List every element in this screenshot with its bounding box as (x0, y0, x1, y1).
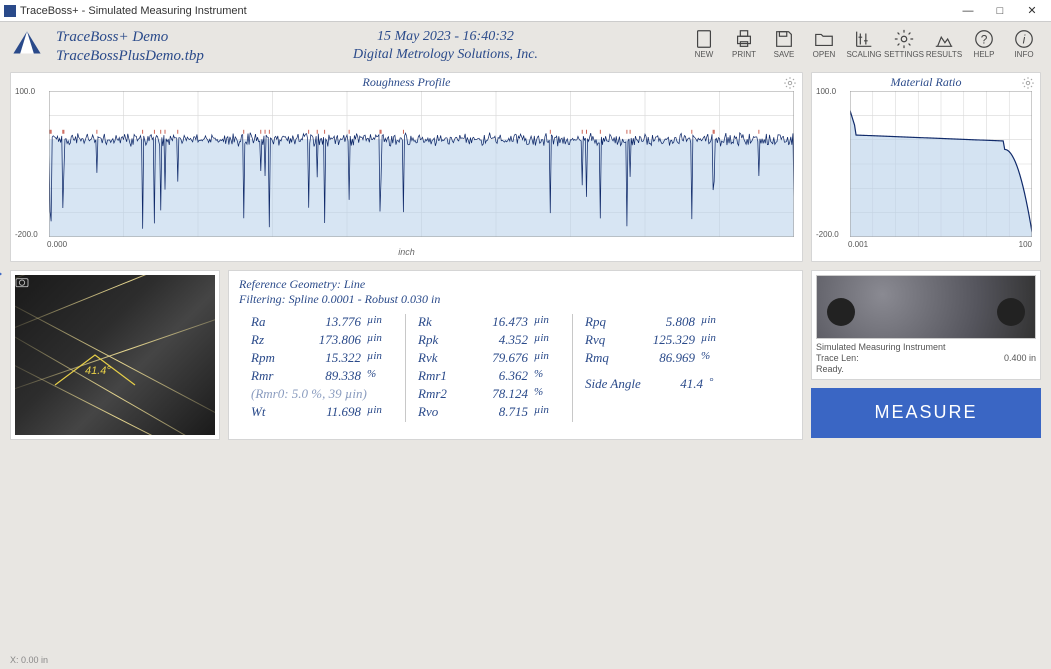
profile-chart-area[interactable] (49, 91, 794, 237)
camera-icon[interactable] (13, 273, 31, 291)
ratio-chart-area[interactable] (850, 91, 1032, 237)
settings-button[interactable]: SETTINGS (887, 28, 921, 59)
results-label: RESULTS (926, 50, 962, 59)
logo-icon (10, 28, 44, 62)
profile-xmin: 0.000 (47, 240, 67, 249)
settings-label: SETTINGS (884, 50, 924, 59)
results-column: Ra13.776µin Rz173.806µin Rpm15.322µin Rmr89… (239, 314, 406, 422)
result-row: Rmr89.338% (251, 368, 393, 384)
new-button[interactable]: NEW (687, 28, 721, 59)
info-button[interactable]: i INFO (1007, 28, 1041, 59)
filtering: Filtering: Spline 0.0001 - Robust 0.030 … (239, 292, 792, 308)
result-row: Ra13.776µin (251, 314, 393, 330)
result-row: Rpq5.808µin (585, 314, 735, 330)
open-label: OPEN (813, 50, 836, 59)
angle-overlay: 41.4° (85, 365, 111, 377)
print-button[interactable]: PRINT (727, 28, 761, 59)
save-button[interactable]: SAVE (767, 28, 801, 59)
profile-ymin: -200.0 (15, 230, 38, 239)
instrument-panel: Simulated Measuring Instrument Trace Len… (811, 270, 1041, 380)
profile-xaxis-label: inch (398, 247, 415, 257)
profile-ymax: 100.0 (15, 87, 35, 96)
project-name: TraceBoss+ Demo (56, 28, 204, 47)
result-row: Rpk4.352µin (418, 332, 560, 348)
camera-panel: 41.4° (10, 270, 220, 440)
new-label: NEW (695, 50, 714, 59)
center-info: 15 May 2023 - 16:40:32 Digital Metrology… (216, 28, 675, 64)
material-ratio-panel: Material Ratio 100.0 -200.0 0.001 100 (811, 72, 1041, 262)
trace-len-value: 0.400 in (1004, 353, 1036, 364)
open-button[interactable]: OPEN (807, 28, 841, 59)
instrument-title: Simulated Measuring Instrument (816, 342, 1036, 353)
project-info: TraceBoss+ Demo TraceBossPlusDemo.tbp (56, 28, 204, 66)
result-row: Rmr278.124% (418, 386, 560, 402)
result-row: Rk16.473µin (418, 314, 560, 330)
ratio-xmax: 100 (1019, 240, 1032, 249)
app-icon (4, 5, 16, 17)
result-row: Rmq86.969% (585, 350, 735, 366)
help-button[interactable]: ? HELP (967, 28, 1001, 59)
instrument-status: Ready. (816, 364, 1036, 375)
file-name: TraceBossPlusDemo.tbp (56, 47, 204, 66)
svg-text:i: i (1023, 33, 1026, 47)
result-row: Side Angle41.4° (585, 376, 735, 392)
result-row: Rz173.806µin (251, 332, 393, 348)
profile-title: Roughness Profile (363, 75, 451, 90)
arrow-icon (0, 268, 2, 280)
app-header: TraceBoss+ Demo TraceBossPlusDemo.tbp 15… (0, 22, 1051, 70)
result-row: Rmr16.362% (418, 368, 560, 384)
measure-button[interactable]: MEASURE (811, 388, 1041, 438)
result-row: Rvo8.715µin (418, 404, 560, 420)
maximize-button[interactable]: □ (985, 2, 1015, 20)
results-button[interactable]: RESULTS (927, 28, 961, 59)
result-row: Rvq125.329µin (585, 332, 735, 348)
result-note: (Rmr0: 5.0 %, 39 µin) (251, 386, 393, 402)
ratio-title: Material Ratio (891, 75, 962, 90)
datetime: 15 May 2023 - 16:40:32 (216, 28, 675, 46)
help-label: HELP (974, 50, 995, 59)
roughness-profile-panel: Roughness Profile 100.0 -200.0 0.000 inc… (10, 72, 803, 262)
trace-len-label: Trace Len: (816, 353, 859, 364)
print-label: PRINT (732, 50, 756, 59)
results-column: Rpq5.808µin Rvq125.329µin Rmq86.969% Side A… (573, 314, 747, 422)
close-button[interactable]: ✕ (1017, 2, 1047, 20)
result-row: Wt11.698µin (251, 404, 393, 420)
result-row: Rpm15.322µin (251, 350, 393, 366)
status-bar: X: 0.00 in (10, 655, 48, 665)
company: Digital Metrology Solutions, Inc. (216, 46, 675, 64)
svg-text:?: ? (981, 33, 988, 47)
profile-gear-icon[interactable] (783, 76, 797, 90)
content-area: Roughness Profile 100.0 -200.0 0.000 inc… (0, 70, 1051, 446)
scaling-button[interactable]: SCALING (847, 28, 881, 59)
info-label: INFO (1014, 50, 1033, 59)
scaling-label: SCALING (846, 50, 881, 59)
minimize-button[interactable]: — (953, 2, 983, 20)
results-panel: Reference Geometry: Line Filtering: Spli… (228, 270, 803, 440)
result-row: Rvk79.676µin (418, 350, 560, 366)
camera-image: 41.4° (15, 275, 215, 435)
ratio-ymin: -200.0 (816, 230, 839, 239)
ratio-ymax: 100.0 (816, 87, 836, 96)
save-label: SAVE (774, 50, 795, 59)
window-titlebar: TraceBoss+ - Simulated Measuring Instrum… (0, 0, 1051, 22)
toolbar: NEW PRINT SAVE OPEN SCALING SETTINGS RES… (687, 28, 1041, 59)
ratio-xmin: 0.001 (848, 240, 868, 249)
ratio-gear-icon[interactable] (1021, 76, 1035, 90)
window-title: TraceBoss+ - Simulated Measuring Instrum… (20, 5, 247, 17)
part-thumbnail[interactable] (816, 275, 1036, 340)
results-column: Rk16.473µin Rpk4.352µin Rvk79.676µin Rmr16.… (406, 314, 573, 422)
ref-geometry: Reference Geometry: Line (239, 277, 792, 293)
